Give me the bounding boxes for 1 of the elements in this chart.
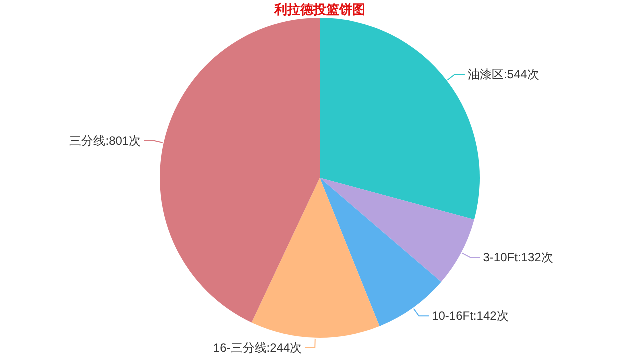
title: 利拉德投篮饼图 (274, 2, 366, 17)
